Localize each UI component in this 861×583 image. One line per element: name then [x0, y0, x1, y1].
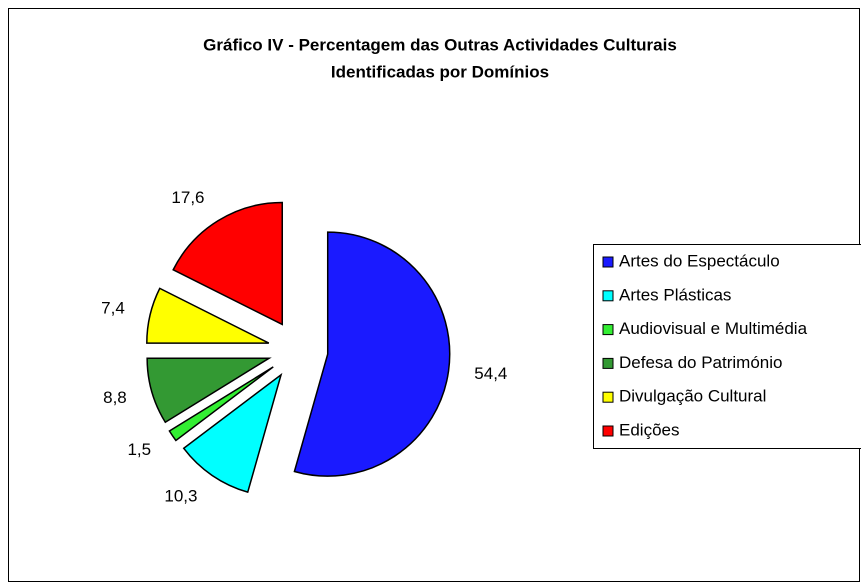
data-label: 8,8	[103, 388, 127, 407]
legend-label: Defesa do Património	[619, 353, 782, 372]
legend-swatch	[602, 256, 614, 268]
legend-swatch	[602, 425, 614, 437]
legend-swatch	[602, 290, 614, 302]
chart-title: Identificadas por Domínios	[331, 62, 549, 81]
data-label: 1,5	[127, 440, 151, 459]
legend-label: Artes do Espectáculo	[619, 251, 780, 270]
data-label: 10,3	[164, 486, 197, 505]
pie-slice	[172, 201, 283, 326]
legend-box	[593, 244, 861, 449]
legend-swatch	[602, 357, 614, 369]
data-label: 7,4	[101, 298, 125, 317]
legend-label: Artes Plásticas	[619, 285, 731, 304]
data-label: 17,6	[171, 188, 204, 207]
legend-label: Audiovisual e Multimédia	[619, 319, 808, 338]
legend-swatch	[602, 391, 614, 403]
legend-label: Edições	[619, 420, 679, 439]
pie-slice	[146, 287, 270, 344]
pie-slice	[146, 357, 272, 424]
legend-label: Divulgação Cultural	[619, 387, 766, 406]
chart-title: Gráfico IV - Percentagem das Outras Acti…	[203, 35, 677, 54]
pie-slice	[182, 372, 283, 494]
data-label: 54,4	[474, 364, 507, 383]
pie-slice	[293, 231, 451, 477]
pie-slice	[168, 366, 274, 442]
legend-swatch	[602, 324, 614, 336]
